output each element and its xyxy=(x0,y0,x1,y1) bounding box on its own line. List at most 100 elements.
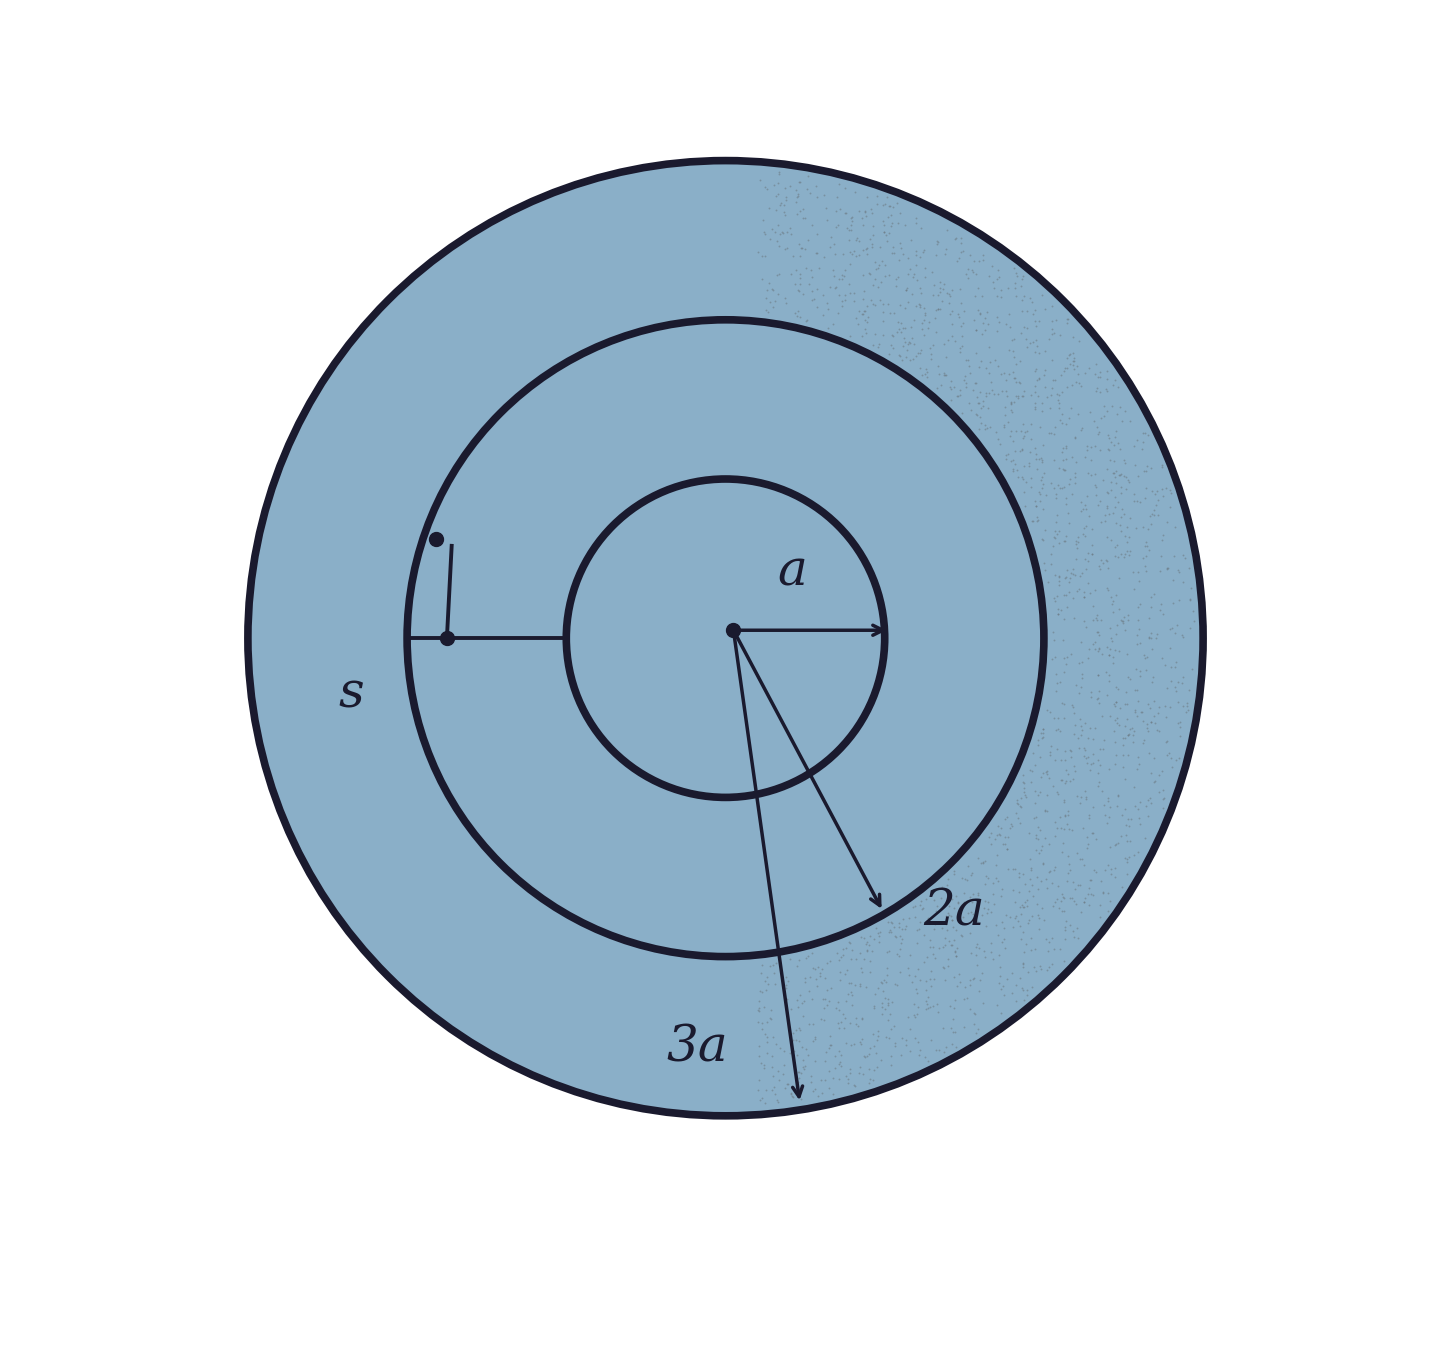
Point xyxy=(926,298,949,320)
Point xyxy=(1051,458,1074,480)
Point xyxy=(930,917,953,938)
Point xyxy=(788,171,811,193)
Point xyxy=(1145,719,1168,740)
Point xyxy=(1068,330,1091,351)
Point xyxy=(882,1016,905,1037)
Point xyxy=(905,919,929,941)
Point xyxy=(814,987,837,1009)
Point xyxy=(1103,485,1126,507)
Point xyxy=(858,262,881,283)
Point xyxy=(794,239,817,260)
Point xyxy=(1084,380,1107,401)
Point xyxy=(842,290,865,312)
Point xyxy=(1103,639,1126,660)
Point xyxy=(850,302,874,324)
Point xyxy=(834,937,858,959)
Point xyxy=(1074,548,1097,570)
Point xyxy=(926,895,949,917)
Point xyxy=(975,357,998,378)
Point xyxy=(1055,347,1078,369)
Point xyxy=(1052,460,1075,481)
Point xyxy=(1030,285,1053,306)
Point xyxy=(834,1032,858,1054)
Point xyxy=(1052,609,1075,631)
Point xyxy=(1155,511,1178,533)
Point xyxy=(1133,555,1156,576)
Point xyxy=(859,1069,882,1090)
Point xyxy=(930,290,953,312)
Point xyxy=(990,1002,1013,1024)
Point xyxy=(850,961,874,983)
Point xyxy=(834,1064,858,1086)
Point xyxy=(979,370,1003,392)
Point xyxy=(888,938,911,960)
Point xyxy=(1149,545,1172,567)
Point xyxy=(1085,484,1109,506)
Point xyxy=(1058,739,1081,761)
Point xyxy=(850,926,874,948)
Point xyxy=(1024,495,1048,517)
Point xyxy=(862,1024,885,1045)
Point xyxy=(1049,769,1072,791)
Point xyxy=(1093,405,1116,427)
Point xyxy=(990,885,1013,907)
Point xyxy=(1022,331,1045,353)
Point xyxy=(847,1062,871,1083)
Point xyxy=(1064,759,1087,781)
Point xyxy=(965,263,988,285)
Point xyxy=(1052,584,1075,606)
Point xyxy=(1000,393,1023,415)
Point xyxy=(969,852,992,873)
Point xyxy=(904,213,927,235)
Point xyxy=(953,868,977,890)
Point xyxy=(1035,386,1058,408)
Point xyxy=(1052,791,1075,812)
Point xyxy=(901,266,924,287)
Point xyxy=(1143,770,1167,792)
Point xyxy=(898,350,921,372)
Point xyxy=(853,1045,876,1067)
Point xyxy=(1109,544,1132,565)
Point xyxy=(1126,609,1149,631)
Point xyxy=(1046,389,1069,411)
Point xyxy=(862,293,885,315)
Point xyxy=(773,1040,797,1062)
Point xyxy=(1098,891,1122,913)
Point xyxy=(813,997,836,1018)
Point xyxy=(961,891,984,913)
Point xyxy=(908,1044,932,1066)
Point xyxy=(1072,517,1096,538)
Point xyxy=(1039,544,1062,565)
Point xyxy=(1113,848,1136,869)
Point xyxy=(939,904,962,926)
Point xyxy=(1061,354,1084,376)
Point xyxy=(1091,552,1114,574)
Point xyxy=(747,990,770,1012)
Point xyxy=(908,277,932,298)
Point xyxy=(918,312,942,334)
Point xyxy=(1061,921,1084,942)
Point xyxy=(1094,662,1117,683)
Point xyxy=(1000,391,1023,412)
Point xyxy=(1113,503,1136,525)
Point xyxy=(755,279,778,301)
Point xyxy=(1111,755,1135,777)
Point xyxy=(1048,533,1071,555)
Point xyxy=(795,309,818,331)
Point xyxy=(1113,767,1136,789)
Point xyxy=(872,214,895,236)
Point xyxy=(770,221,794,243)
Point xyxy=(1048,457,1071,479)
Point xyxy=(1043,750,1066,772)
Point xyxy=(1024,443,1048,465)
Point xyxy=(981,872,1004,894)
Point xyxy=(1126,491,1149,513)
Point xyxy=(1090,609,1113,631)
Point xyxy=(818,978,842,999)
Point xyxy=(1097,427,1120,449)
Point xyxy=(782,1029,805,1051)
Point xyxy=(1096,578,1119,599)
Point xyxy=(1062,755,1085,777)
Point xyxy=(1096,400,1119,422)
Point xyxy=(971,286,994,308)
